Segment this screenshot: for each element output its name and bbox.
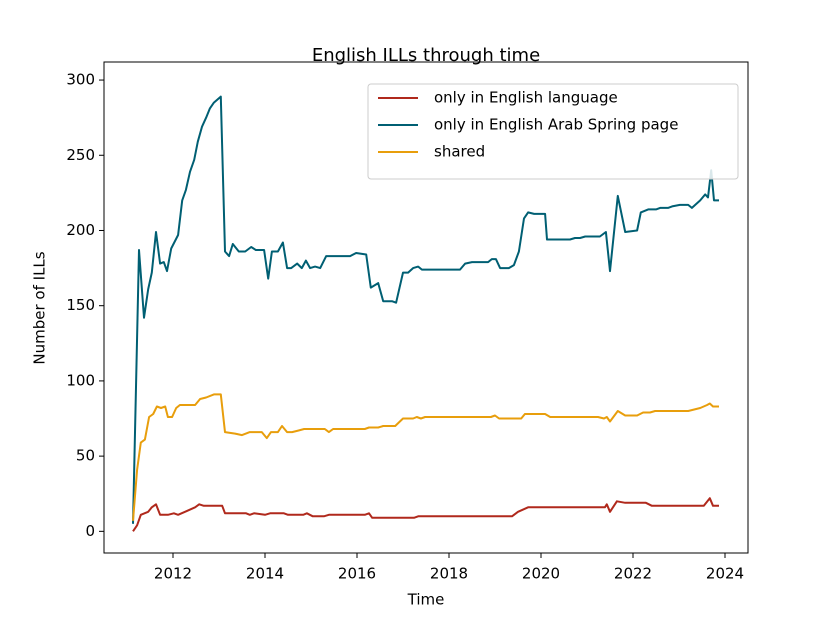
- legend-label: shared: [434, 143, 485, 161]
- x-tick-label: 2014: [246, 565, 284, 583]
- x-tick-label: 2012: [154, 565, 192, 583]
- y-tick-label: 250: [66, 146, 95, 164]
- legend-box: [367, 83, 739, 180]
- x-tick-label: 2020: [522, 565, 560, 583]
- chart-title: English ILLs through time: [312, 45, 540, 66]
- x-tick-label: 2016: [338, 565, 376, 583]
- y-tick-label: 150: [66, 296, 95, 314]
- series-line: [132, 393, 719, 521]
- plot-frame: [103, 61, 749, 554]
- series-line: [132, 95, 719, 524]
- x-tick-label: 2022: [614, 565, 652, 583]
- legend: only in English language only in English …: [367, 83, 739, 180]
- y-tick-label: 0: [85, 522, 95, 540]
- legend-label: only in English Arab Spring page: [434, 116, 678, 134]
- y-tick-label: 100: [66, 371, 95, 389]
- y-tick-label: 50: [76, 447, 95, 465]
- y-tick-label: 300: [66, 71, 95, 89]
- series-line: [132, 497, 719, 532]
- x-tick-label: 2018: [430, 565, 468, 583]
- y-axis-label: Number of ILLs: [31, 251, 49, 364]
- y-tick-label: 200: [66, 221, 95, 239]
- x-axis-label: Time: [407, 591, 445, 609]
- x-tick-label: 2024: [706, 565, 744, 583]
- legend-label: only in English language: [434, 89, 618, 107]
